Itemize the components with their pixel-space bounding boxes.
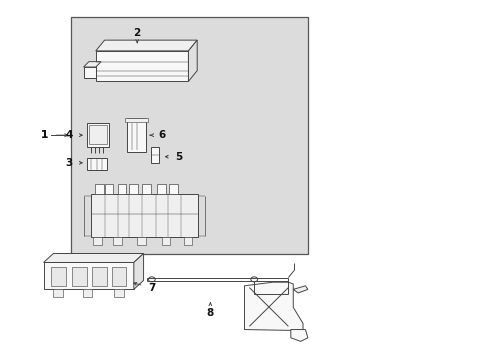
FancyBboxPatch shape — [92, 267, 107, 286]
FancyBboxPatch shape — [93, 237, 102, 245]
Polygon shape — [293, 286, 307, 293]
FancyBboxPatch shape — [157, 184, 165, 194]
FancyBboxPatch shape — [89, 125, 107, 144]
FancyBboxPatch shape — [183, 237, 192, 245]
Polygon shape — [188, 40, 197, 81]
FancyBboxPatch shape — [72, 267, 86, 286]
FancyBboxPatch shape — [96, 51, 188, 81]
Text: 1: 1 — [41, 130, 48, 140]
FancyBboxPatch shape — [129, 184, 138, 194]
Text: 4: 4 — [65, 130, 73, 140]
Text: 1: 1 — [41, 130, 48, 140]
FancyBboxPatch shape — [43, 262, 134, 289]
Circle shape — [148, 277, 155, 282]
FancyBboxPatch shape — [142, 184, 151, 194]
Circle shape — [250, 277, 257, 282]
Polygon shape — [290, 329, 307, 341]
FancyBboxPatch shape — [87, 123, 109, 147]
Text: 7: 7 — [148, 283, 155, 293]
Polygon shape — [83, 62, 101, 67]
Polygon shape — [43, 253, 143, 262]
FancyBboxPatch shape — [95, 184, 103, 194]
Polygon shape — [244, 282, 303, 330]
Polygon shape — [134, 253, 143, 289]
Text: 2: 2 — [133, 28, 141, 38]
FancyBboxPatch shape — [71, 17, 307, 253]
Text: 8: 8 — [206, 308, 214, 318]
FancyBboxPatch shape — [161, 237, 170, 245]
Text: 6: 6 — [158, 130, 165, 140]
FancyBboxPatch shape — [51, 267, 65, 286]
FancyBboxPatch shape — [86, 158, 107, 170]
FancyBboxPatch shape — [91, 194, 198, 237]
Text: 3: 3 — [65, 158, 72, 168]
FancyBboxPatch shape — [118, 184, 126, 194]
FancyBboxPatch shape — [151, 147, 159, 163]
Text: 5: 5 — [175, 152, 182, 162]
FancyBboxPatch shape — [127, 118, 146, 152]
FancyBboxPatch shape — [125, 118, 148, 122]
FancyBboxPatch shape — [82, 289, 92, 297]
Polygon shape — [96, 40, 197, 51]
FancyBboxPatch shape — [168, 184, 177, 194]
FancyBboxPatch shape — [137, 237, 146, 245]
FancyBboxPatch shape — [113, 237, 122, 245]
FancyBboxPatch shape — [114, 289, 124, 297]
FancyBboxPatch shape — [53, 289, 63, 297]
Polygon shape — [83, 67, 96, 78]
FancyBboxPatch shape — [112, 267, 126, 286]
FancyBboxPatch shape — [104, 184, 113, 194]
